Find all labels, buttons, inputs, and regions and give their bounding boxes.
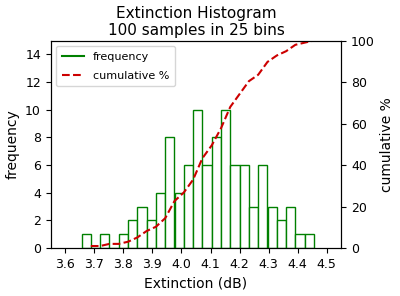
Title: Extinction Histogram
100 samples in 25 bins: Extinction Histogram 100 samples in 25 b…	[108, 6, 284, 38]
Bar	[147, 221, 156, 248]
Bar	[174, 193, 184, 248]
Bar	[286, 207, 295, 248]
Y-axis label: cumulative %: cumulative %	[380, 97, 394, 192]
Legend: frequency, cumulative %: frequency, cumulative %	[56, 46, 175, 86]
Bar	[156, 193, 165, 248]
Bar	[212, 137, 221, 248]
Bar	[128, 221, 137, 248]
Bar	[277, 221, 286, 248]
Bar	[305, 234, 314, 248]
X-axis label: Extinction (dB): Extinction (dB)	[144, 276, 248, 290]
Bar	[119, 234, 128, 248]
Y-axis label: frequency: frequency	[6, 110, 20, 179]
Bar	[221, 110, 230, 248]
Bar	[202, 165, 212, 248]
Bar	[240, 165, 249, 248]
Bar	[137, 207, 146, 248]
Bar	[249, 207, 258, 248]
Bar	[230, 165, 240, 248]
Bar	[100, 234, 109, 248]
Bar	[184, 165, 193, 248]
Bar	[296, 234, 305, 248]
Bar	[258, 165, 268, 248]
Bar	[268, 207, 277, 248]
Bar	[82, 234, 91, 248]
Bar	[165, 137, 174, 248]
Bar	[193, 110, 202, 248]
